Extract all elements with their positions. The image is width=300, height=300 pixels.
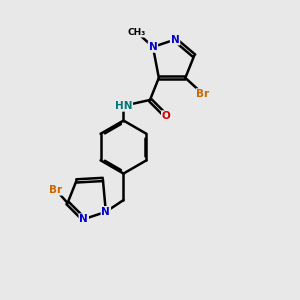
Text: N: N (101, 207, 110, 217)
Text: Br: Br (49, 185, 62, 195)
Text: N: N (148, 42, 157, 52)
Text: HN: HN (115, 101, 132, 111)
Text: N: N (80, 214, 88, 224)
Text: Br: Br (196, 89, 210, 99)
Text: N: N (171, 34, 179, 45)
Text: CH₃: CH₃ (128, 28, 146, 37)
Text: O: O (162, 111, 171, 121)
